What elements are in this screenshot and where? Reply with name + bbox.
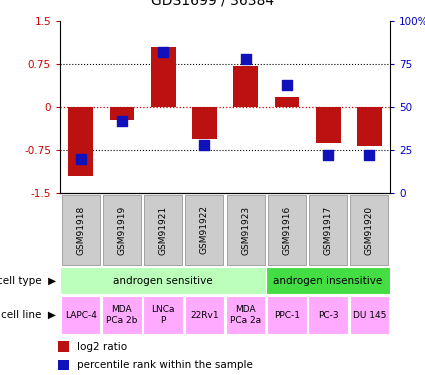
Text: MDA
PCa 2a: MDA PCa 2a xyxy=(230,305,261,325)
Text: LAPC-4: LAPC-4 xyxy=(65,310,96,320)
Text: MDA
PCa 2b: MDA PCa 2b xyxy=(106,305,138,325)
Bar xyxy=(316,107,340,142)
Bar xyxy=(103,195,141,264)
Bar xyxy=(185,195,224,264)
Point xyxy=(366,152,373,158)
Text: GSM91918: GSM91918 xyxy=(76,206,85,255)
Text: PPC-1: PPC-1 xyxy=(274,310,300,320)
Text: androgen sensitive: androgen sensitive xyxy=(113,276,213,285)
Text: DU 145: DU 145 xyxy=(353,310,386,320)
Text: GSM91916: GSM91916 xyxy=(282,206,292,255)
Bar xyxy=(308,296,348,334)
Bar xyxy=(60,267,266,294)
Text: cell line  ▶: cell line ▶ xyxy=(1,310,56,320)
Point xyxy=(119,118,125,124)
Bar xyxy=(268,195,306,264)
Bar xyxy=(144,195,182,264)
Bar xyxy=(350,296,389,334)
Text: GDS1699 / 36384: GDS1699 / 36384 xyxy=(151,0,274,8)
Text: GSM91919: GSM91919 xyxy=(117,206,126,255)
Text: percentile rank within the sample: percentile rank within the sample xyxy=(77,360,253,370)
Bar xyxy=(62,195,99,264)
Bar xyxy=(233,66,258,107)
Bar xyxy=(309,195,347,264)
Text: 22Rv1: 22Rv1 xyxy=(190,310,219,320)
Bar xyxy=(350,195,388,264)
Point xyxy=(283,82,290,88)
Point xyxy=(201,142,208,148)
Bar xyxy=(226,296,266,334)
Bar xyxy=(102,296,142,334)
Text: GSM91923: GSM91923 xyxy=(241,206,250,255)
Bar xyxy=(110,107,134,120)
Bar xyxy=(151,47,176,107)
Point xyxy=(242,56,249,62)
Bar xyxy=(266,267,390,294)
Text: GSM91922: GSM91922 xyxy=(200,206,209,255)
Text: androgen insensitive: androgen insensitive xyxy=(274,276,383,285)
Bar xyxy=(267,296,307,334)
Bar xyxy=(357,107,382,146)
Bar xyxy=(61,296,100,334)
Bar xyxy=(68,107,93,176)
Text: cell type  ▶: cell type ▶ xyxy=(0,276,56,285)
Text: GSM91921: GSM91921 xyxy=(159,206,167,255)
Text: PC-3: PC-3 xyxy=(318,310,338,320)
Bar xyxy=(58,360,69,370)
Bar xyxy=(275,97,299,107)
Bar xyxy=(227,195,265,264)
Text: LNCa
P: LNCa P xyxy=(151,305,175,325)
Text: log2 ratio: log2 ratio xyxy=(77,342,127,352)
Point xyxy=(160,49,167,55)
Text: GSM91920: GSM91920 xyxy=(365,206,374,255)
Bar xyxy=(143,296,183,334)
Bar xyxy=(192,107,217,138)
Text: GSM91917: GSM91917 xyxy=(323,206,333,255)
Bar xyxy=(184,296,224,334)
Point xyxy=(77,156,84,162)
Point xyxy=(325,152,332,158)
Bar xyxy=(58,341,69,352)
